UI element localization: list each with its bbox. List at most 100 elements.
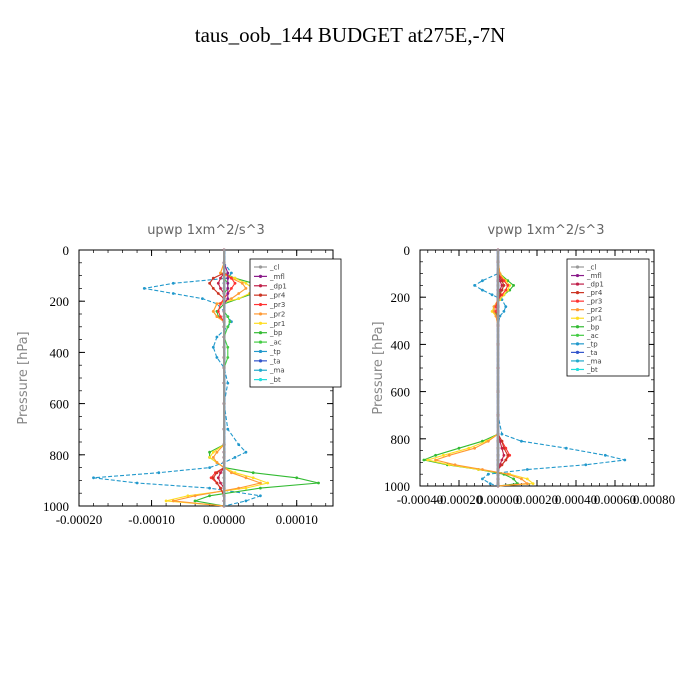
- series-point-cl: [222, 320, 226, 324]
- series-point-pr3: [506, 284, 510, 287]
- series-point-cl: [222, 315, 226, 318]
- legend-marker: [575, 316, 580, 320]
- series-point-cl: [222, 486, 226, 490]
- series-point-pr3: [494, 305, 498, 308]
- legend-marker: [258, 378, 263, 382]
- series-point-cl: [222, 456, 226, 459]
- series-point-cl: [496, 248, 500, 252]
- series-point-tp: [171, 292, 175, 295]
- legend-label: _bp: [586, 323, 600, 331]
- series-point-dp1: [500, 458, 504, 462]
- series-point-cl: [222, 297, 226, 300]
- x-tick-label: -0.00020: [436, 492, 483, 507]
- series-point-tp: [92, 476, 95, 480]
- legend-marker: [575, 291, 580, 295]
- x-tick-label: 0.00010: [276, 512, 318, 527]
- legend-marker: [258, 284, 263, 288]
- legend-marker: [258, 368, 263, 372]
- series-point-pr3: [502, 279, 506, 283]
- series-point-bp: [208, 494, 212, 498]
- series-point-bp: [512, 284, 515, 287]
- legend-marker: [575, 308, 580, 312]
- series-point-tp: [486, 472, 490, 476]
- legend-marker: [575, 299, 580, 303]
- series-point-tp: [520, 439, 523, 443]
- y-tick-label: 800: [391, 432, 411, 447]
- series-point-ac: [226, 325, 230, 329]
- series-point-mfl: [226, 297, 230, 300]
- series-point-tp: [259, 494, 262, 498]
- series-point-bp: [434, 453, 437, 457]
- legend-label: _pr1: [269, 320, 285, 328]
- series-point-pr4: [215, 471, 219, 475]
- series-point-pr3: [219, 315, 222, 318]
- series-point-pr2: [237, 292, 241, 295]
- series-point-pr1: [531, 482, 535, 485]
- series-point-cl: [496, 343, 500, 346]
- series-point-ac: [226, 345, 230, 349]
- series-point-pr2: [473, 446, 476, 450]
- series-point-cl: [496, 439, 500, 443]
- y-tick-label: 400: [391, 337, 411, 352]
- series-point-cl: [496, 468, 500, 471]
- series-point-pr3: [219, 302, 222, 306]
- series-point-pr2: [486, 439, 490, 443]
- series-point-cl: [222, 281, 226, 285]
- series-point-pr1: [502, 293, 506, 297]
- series-point-cl: [496, 463, 500, 467]
- series-point-pr2: [219, 271, 222, 275]
- series-point-cl: [222, 499, 226, 503]
- y-tick-label: 600: [50, 397, 70, 412]
- series-point-cl: [222, 427, 226, 431]
- series-point-tp: [490, 293, 494, 297]
- series-point-tp: [473, 284, 476, 287]
- legend-label: _ma: [269, 367, 285, 375]
- series-point-cl: [496, 310, 500, 313]
- series-point-pr2: [215, 450, 219, 454]
- legend-marker: [575, 342, 580, 346]
- series-point-cl: [496, 453, 500, 457]
- series-point-bp: [208, 450, 212, 454]
- series-point-pr4: [216, 292, 220, 295]
- y-tick-label: 0: [63, 243, 70, 258]
- legend-marker: [258, 321, 263, 325]
- series-point-cl: [496, 272, 500, 275]
- series-point-tp: [504, 305, 508, 308]
- series-point-pr3: [230, 276, 233, 280]
- series-point-pr3: [230, 287, 233, 290]
- series-point-cl: [496, 314, 500, 318]
- series-point-tp: [481, 477, 484, 481]
- y-tick-label: 200: [50, 294, 70, 309]
- series-point-pr4: [215, 481, 219, 485]
- series-point-cl: [222, 271, 226, 275]
- series-point-pr2: [193, 494, 197, 498]
- y-axis-label: Pressure [hPa]: [16, 331, 31, 424]
- series-point-tp: [623, 458, 627, 462]
- series-point-ac: [226, 315, 230, 318]
- series-point-ac: [228, 320, 232, 324]
- series-line-tp: [93, 250, 261, 507]
- series-point-dp1: [216, 476, 220, 480]
- series-point-pr2: [237, 486, 241, 490]
- series-point-cl: [496, 458, 500, 462]
- series-point-pr1: [244, 486, 248, 490]
- series-point-pr4: [500, 288, 504, 292]
- legend-label: _cl: [269, 264, 279, 272]
- series-point-cl: [222, 345, 226, 349]
- legend-label: _ta: [269, 357, 281, 365]
- series-point-cl: [496, 293, 500, 297]
- series-point-cl: [222, 471, 226, 475]
- y-tick-label: 400: [50, 345, 70, 360]
- series-point-cl: [222, 248, 226, 252]
- series-point-cl: [496, 260, 500, 264]
- series-point-mfl: [226, 271, 230, 275]
- series-point-tp: [233, 456, 237, 459]
- x-tick-label: 0.00020: [516, 492, 558, 507]
- legend-label: _bt: [269, 376, 281, 384]
- x-tick-label: 0.00040: [555, 492, 597, 507]
- series-point-cl: [496, 446, 500, 450]
- series-line-pr4: [208, 250, 225, 506]
- series-point-pr4: [500, 279, 504, 283]
- series-line-pr2: [173, 250, 263, 507]
